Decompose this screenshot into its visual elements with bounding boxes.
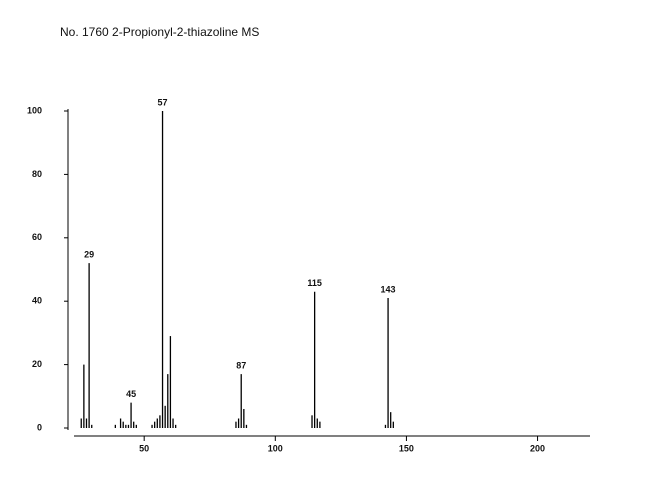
y-tick-label: 100 bbox=[27, 105, 42, 115]
chart-title: No. 1760 2-Propionyl-2-thiazoline MS bbox=[60, 25, 259, 39]
x-tick-label: 150 bbox=[399, 443, 414, 453]
y-tick-label: 20 bbox=[32, 359, 42, 369]
peak-label: 115 bbox=[307, 278, 322, 288]
peak-label: 45 bbox=[126, 389, 136, 399]
y-tick-label: 60 bbox=[32, 232, 42, 242]
x-tick-label: 100 bbox=[268, 443, 283, 453]
x-tick-label: 50 bbox=[139, 443, 149, 453]
y-tick-label: 0 bbox=[37, 422, 42, 432]
peak-label: 87 bbox=[236, 360, 246, 370]
x-tick-label: 200 bbox=[530, 443, 545, 453]
peak-label: 29 bbox=[84, 250, 94, 260]
y-tick-label: 40 bbox=[32, 296, 42, 306]
peak-label: 143 bbox=[381, 284, 396, 294]
peak-label: 57 bbox=[158, 97, 168, 107]
y-tick-label: 80 bbox=[32, 169, 42, 179]
